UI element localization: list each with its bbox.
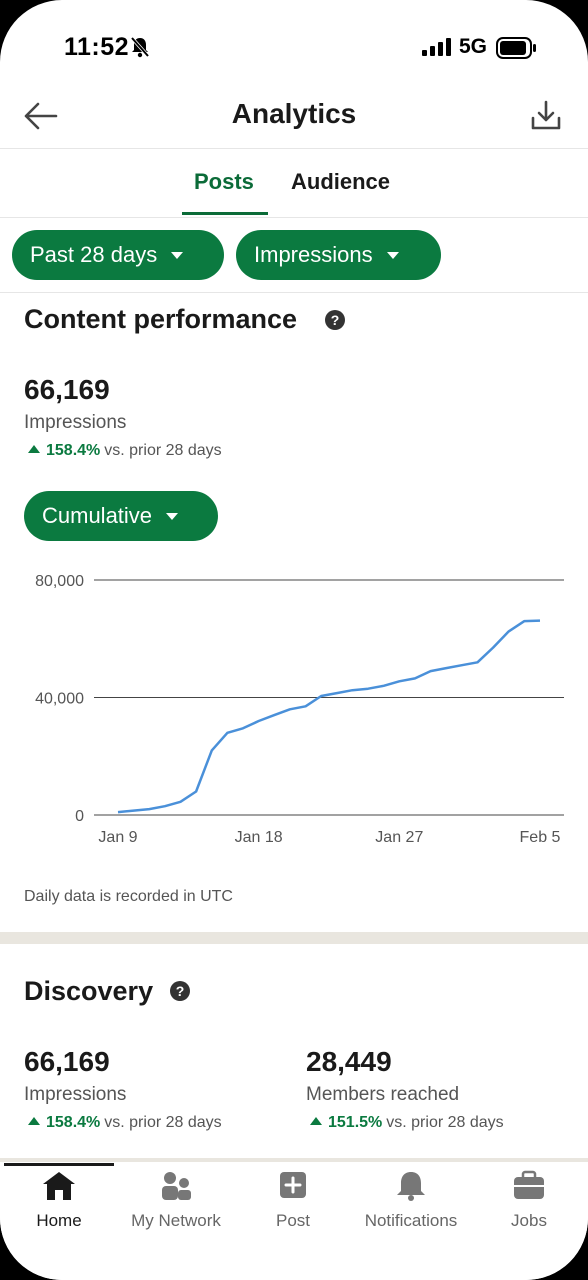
network-icon [162,1172,191,1200]
nav-jobs[interactable]: Jobs [470,1170,588,1231]
section-divider [0,932,588,944]
cumulative-mode-button[interactable]: Cumulative [24,491,218,541]
caret-down-icon [386,251,399,259]
page-title: Analytics [231,98,357,129]
x-tick-label: Jan 18 [235,829,283,846]
delta-percent: 151.5% [328,1114,383,1131]
filter-bar: Past 28 days Impressions [0,218,588,293]
metric-filter-label: Impressions [254,242,373,267]
utc-note: Daily data is recorded in UTC [24,888,233,905]
impressions-label: Impressions [24,412,127,433]
back-arrow-icon[interactable] [22,100,58,137]
impressions-line-chart: 0 40,000 80,000 Jan 9 Jan 18 Jan 27 Feb 5 [35,573,564,846]
x-tick-label: Feb 5 [520,829,561,846]
discovery-impressions-delta: 158.4% vs. prior 28 days [28,1114,222,1132]
discovery-impressions-label: Impressions [24,1084,127,1105]
delta-percent: 158.4% [46,1114,101,1131]
impressions-chart: 0 40,000 80,000 Jan 9 Jan 18 Jan 27 Feb 5 [0,560,588,850]
nav-divider [0,1158,588,1164]
nav-my-network[interactable]: My Network [117,1170,235,1231]
tab-bar: Posts Audience [0,149,588,218]
caret-down-icon [171,251,184,259]
up-arrow-icon [28,445,40,453]
nav-notifications-label: Notifications [364,1211,458,1230]
members-reached-delta: 151.5% vs. prior 28 days [310,1114,504,1132]
y-tick-label: 0 [75,808,84,825]
delta-text: vs. prior 28 days [386,1114,504,1131]
app-header: Analytics [0,90,588,149]
briefcase-icon [514,1170,544,1199]
x-tick-label: Jan 9 [98,829,137,846]
bottom-navigation: Home My Network Post Notifications Jobs [0,1162,588,1280]
bell-icon [397,1172,425,1201]
period-filter-label: Past 28 days [30,242,158,267]
y-tick-label: 80,000 [35,573,84,590]
members-reached-value: 28,449 [306,1046,392,1077]
battery-icon [496,37,538,64]
download-icon[interactable] [528,98,564,139]
nav-post[interactable]: Post [234,1170,352,1231]
caret-down-icon [166,512,179,520]
active-nav-indicator [4,1163,114,1166]
nav-notifications[interactable]: Notifications [352,1170,470,1231]
network-label: 5G [459,35,488,58]
status-time: 11:52 [64,33,130,61]
metric-filter-button[interactable]: Impressions [236,230,441,280]
post-icon [280,1172,306,1198]
help-icon[interactable]: ? [325,310,345,330]
y-tick-label: 40,000 [35,691,84,708]
nav-jobs-label: Jobs [511,1211,547,1230]
tab-posts[interactable]: Posts [194,169,254,194]
delta-text: vs. prior 28 days [104,1114,222,1131]
members-reached-label: Members reached [306,1084,460,1105]
help-icon[interactable]: ? [170,981,190,1001]
impressions-value: 66,169 [24,374,110,405]
delta-percent: 158.4% [46,442,101,459]
signal-icon [422,38,452,61]
discovery-impressions-value: 66,169 [24,1046,110,1077]
impressions-delta: 158.4% vs. prior 28 days [28,442,222,460]
up-arrow-icon [310,1117,322,1125]
nav-home[interactable]: Home [0,1170,118,1231]
active-tab-indicator [182,212,268,215]
status-bar: 11:52 5G [0,0,588,90]
period-filter-button[interactable]: Past 28 days [12,230,224,280]
content-performance-title: Content performance [24,304,298,334]
impressions-series-line [117,619,541,814]
discovery-title: Discovery [24,976,154,1006]
muted-bell-icon [130,36,150,63]
cumulative-mode-label: Cumulative [42,503,153,528]
nav-my-network-label: My Network [131,1211,221,1230]
delta-text: vs. prior 28 days [104,442,222,459]
nav-post-label: Post [275,1211,311,1230]
up-arrow-icon [28,1117,40,1125]
tab-audience[interactable]: Audience [291,169,391,194]
nav-home-label: Home [36,1211,82,1230]
home-icon [43,1172,75,1200]
x-tick-label: Jan 27 [375,829,423,846]
